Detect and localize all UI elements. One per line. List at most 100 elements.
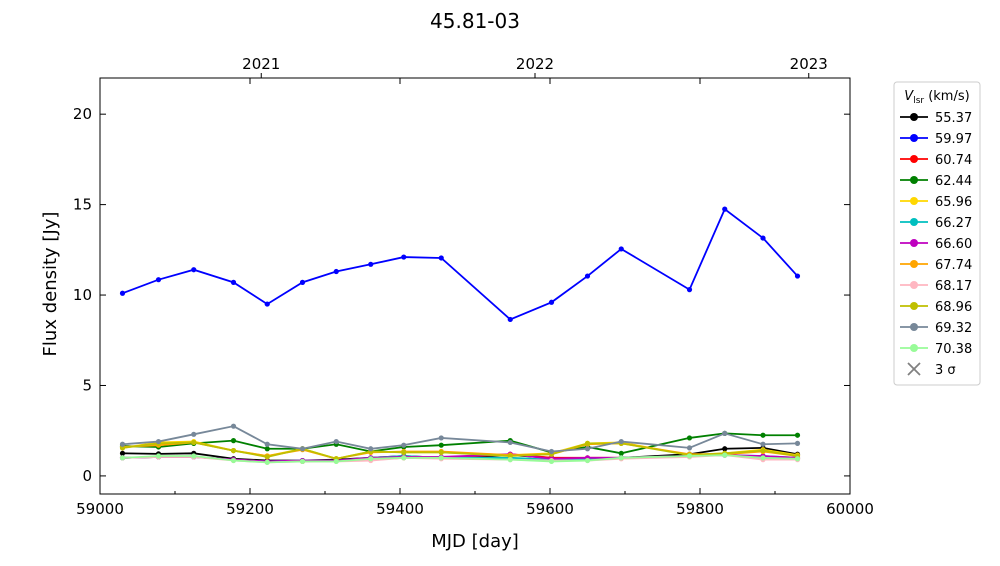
chart-title: 45.81-03 xyxy=(430,9,520,33)
data-point-68.96 xyxy=(760,447,766,454)
legend-label: 68.17 xyxy=(935,279,972,294)
y-tick-label: 20 xyxy=(73,105,92,123)
legend-label: 59.97 xyxy=(935,132,972,147)
legend-label: 60.74 xyxy=(935,153,972,168)
data-point-69.32 xyxy=(618,438,624,445)
data-point-69.32 xyxy=(438,435,444,441)
data-point-62.44 xyxy=(760,432,766,438)
legend-swatch-marker xyxy=(910,260,918,268)
data-point-69.32 xyxy=(584,446,591,452)
y-tick-label: 10 xyxy=(73,286,92,304)
legend-swatch-marker xyxy=(910,344,918,352)
data-point-59.97 xyxy=(191,267,197,273)
data-point-69.32 xyxy=(230,423,237,429)
x-tick-label: 59800 xyxy=(676,500,724,518)
data-point-70.38 xyxy=(794,456,801,462)
data-point-70.38 xyxy=(548,458,555,465)
data-point-70.38 xyxy=(722,452,728,458)
data-point-70.38 xyxy=(119,455,126,461)
top-year-label: 2022 xyxy=(516,55,554,73)
x-tick-label: 59000 xyxy=(76,500,124,518)
data-point-70.38 xyxy=(507,457,513,463)
data-point-59.97 xyxy=(119,290,126,296)
legend-swatch-marker xyxy=(910,281,918,289)
data-point-59.97 xyxy=(584,273,591,279)
legend-title-symbol: V xyxy=(904,89,914,104)
data-point-69.32 xyxy=(264,441,270,447)
legend-label: 67.74 xyxy=(935,258,972,273)
data-point-59.97 xyxy=(401,254,407,260)
series-line-59.97 xyxy=(122,207,799,321)
legend-title-unit: (km/s) xyxy=(924,89,970,104)
y-axis-label: Flux density [Jy] xyxy=(40,212,61,357)
legend-swatch-marker xyxy=(910,134,918,142)
y-tick-label: 5 xyxy=(82,376,92,394)
data-point-59.97 xyxy=(230,279,237,285)
data-point-59.97 xyxy=(507,316,513,323)
data-point-62.44 xyxy=(686,435,693,441)
data-point-69.32 xyxy=(368,446,374,452)
data-point-70.38 xyxy=(401,455,407,461)
data-point-69.32 xyxy=(155,438,162,445)
legend-swatch-marker xyxy=(910,302,918,310)
legend-label: 68.96 xyxy=(935,300,972,315)
data-point-55.37 xyxy=(722,446,728,452)
data-point-68.96 xyxy=(438,449,444,455)
data-point-68.96 xyxy=(191,439,197,446)
x-tick-label: 60000 xyxy=(826,500,874,518)
y-tick-label: 15 xyxy=(73,196,92,214)
series-line-62.44 xyxy=(122,432,798,455)
legend-label: 62.44 xyxy=(935,174,972,189)
data-point-70.38 xyxy=(686,453,693,459)
top-year-label: 2023 xyxy=(790,55,828,73)
data-point-62.44 xyxy=(438,442,444,448)
data-point-70.38 xyxy=(368,456,374,462)
data-point-69.32 xyxy=(794,440,801,446)
data-point-59.97 xyxy=(722,206,728,212)
plot-area xyxy=(119,206,801,465)
data-point-59.97 xyxy=(155,277,162,283)
x-tick-label: 59200 xyxy=(226,500,274,518)
data-point-59.97 xyxy=(686,287,693,293)
data-point-68.96 xyxy=(230,447,237,454)
data-point-69.32 xyxy=(760,441,766,447)
data-point-59.97 xyxy=(618,246,624,252)
legend-label: 55.37 xyxy=(935,111,972,126)
legend-label: 70.38 xyxy=(935,342,972,357)
data-point-69.32 xyxy=(333,438,339,445)
legend-frame xyxy=(893,81,981,386)
legend-swatch-marker xyxy=(910,239,918,247)
data-point-70.38 xyxy=(299,458,306,465)
data-point-69.32 xyxy=(191,431,197,437)
legend-label: 66.27 xyxy=(935,216,972,231)
data-point-62.44 xyxy=(264,446,270,452)
plot-frame xyxy=(99,77,851,495)
x-tick-label: 59400 xyxy=(376,500,424,518)
y-tick-label: 0 xyxy=(82,467,92,485)
data-point-68.96 xyxy=(119,445,126,451)
data-point-70.38 xyxy=(760,455,766,461)
data-point-70.38 xyxy=(264,459,270,465)
data-point-59.97 xyxy=(760,235,766,241)
data-point-68.96 xyxy=(507,453,513,459)
data-point-70.38 xyxy=(191,453,197,459)
data-point-59.97 xyxy=(794,273,801,279)
data-point-59.97 xyxy=(299,279,306,285)
legend-swatch-marker xyxy=(910,155,918,163)
x-axis-label: MJD [day] xyxy=(431,531,519,552)
data-point-70.38 xyxy=(230,457,237,464)
data-point-69.32 xyxy=(722,430,728,437)
data-point-62.44 xyxy=(230,438,237,444)
data-point-70.38 xyxy=(618,455,624,461)
data-point-59.97 xyxy=(438,255,444,261)
legend-label: 66.60 xyxy=(935,237,972,252)
legend-label: 69.32 xyxy=(935,321,972,336)
data-point-69.32 xyxy=(299,446,306,452)
data-point-70.38 xyxy=(584,457,591,464)
data-point-62.44 xyxy=(794,432,801,438)
legend-swatch-marker xyxy=(910,197,918,205)
legend-swatch-marker xyxy=(910,218,918,226)
data-point-69.32 xyxy=(401,442,407,448)
legend-swatch-marker xyxy=(910,323,918,331)
